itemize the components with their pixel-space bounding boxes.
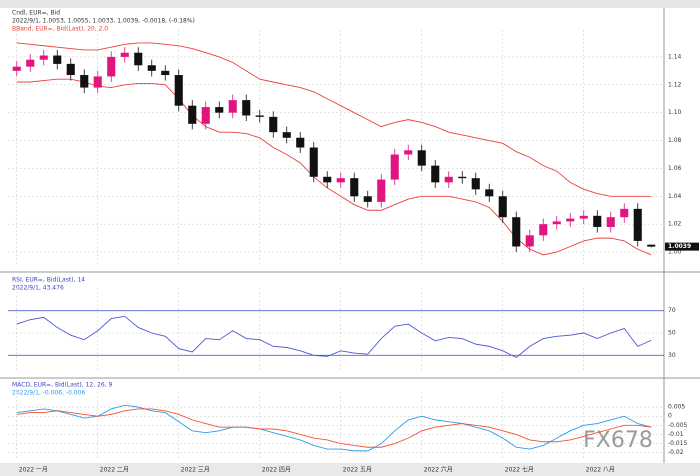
y-tick-label: 0.005	[668, 404, 685, 411]
y-tick-label: 50	[668, 330, 676, 337]
x-tick-label: 2022 四月	[262, 467, 291, 474]
candle-body	[377, 179, 386, 202]
candle-body	[323, 176, 332, 183]
candle-body	[93, 76, 102, 88]
y-tick-label: -0.005	[668, 422, 688, 429]
y-tick-label: 1.12	[668, 81, 682, 88]
candle-body	[620, 208, 629, 218]
y-tick-label: 1.08	[668, 137, 682, 144]
candle-body	[566, 218, 575, 222]
bollinger-lower	[16, 78, 652, 256]
x-axis-bar	[0, 463, 700, 476]
panel-title: Cndl, EUR=, Bid	[12, 10, 60, 17]
y-tick-label: -0.015	[668, 440, 688, 447]
candle-body	[539, 224, 548, 236]
candle-body	[134, 52, 143, 66]
candle-body	[633, 208, 642, 241]
top-bar	[0, 0, 700, 8]
candle-body	[593, 215, 602, 227]
x-tick-label: 2022 七月	[505, 466, 534, 474]
indicator-line	[16, 408, 652, 448]
x-tick-label: 2022 一月	[19, 467, 48, 474]
x-tick-label: 2022 三月	[181, 467, 210, 474]
candle-body	[201, 107, 210, 124]
y-tick-label: 1.10	[668, 109, 682, 116]
candle-body	[120, 52, 129, 57]
candle-body	[53, 55, 62, 64]
x-tick-label: 2022 六月	[424, 466, 453, 474]
candle-body	[107, 56, 116, 77]
candle-body	[26, 59, 35, 67]
indicator-line	[16, 404, 652, 452]
y-tick-label: 1.06	[668, 165, 682, 172]
candle-body	[471, 178, 480, 190]
y-tick-label: 30	[668, 352, 676, 359]
candle-body	[282, 132, 291, 138]
candle-body	[147, 65, 156, 71]
y-tick-label: -0.02	[668, 449, 684, 456]
last-price-label: 1.0039	[668, 243, 691, 250]
candle-body	[431, 165, 440, 183]
bollinger-upper	[16, 42, 652, 197]
x-tick-label: 2022 二月	[100, 467, 129, 474]
y-tick-label: 1.04	[668, 193, 682, 200]
legend-entry: BBand, EUR=, Bid(Last), 20, 2.0	[12, 26, 108, 33]
panel-title: MACD, EUR=, Bid(Last), 12, 26, 9	[12, 382, 112, 389]
panel-subtitle: 2022/9/1, 43.476	[12, 285, 64, 292]
candle-body	[444, 176, 453, 183]
candle-body	[525, 235, 534, 247]
panel-subtitle: 2022/9/1, 1.0053, 1.0055, 1.0033, 1.0039…	[12, 18, 195, 25]
candle-body	[498, 196, 507, 218]
candle-body	[12, 66, 21, 71]
candle-body	[215, 107, 224, 113]
candle-body	[363, 196, 372, 202]
candle-body	[485, 189, 494, 197]
candle-body	[606, 217, 615, 227]
candle-body	[458, 176, 467, 179]
candle-body	[552, 221, 561, 225]
candle-body	[390, 154, 399, 180]
candle-body	[309, 147, 318, 177]
candle-body	[417, 150, 426, 166]
candle-body	[188, 105, 197, 124]
candle-body	[80, 75, 89, 88]
candle-body	[269, 116, 278, 133]
y-tick-label: 1.14	[668, 53, 682, 60]
indicator-line	[16, 315, 652, 359]
y-tick-label: -0.01	[668, 431, 684, 438]
y-tick-label: 70	[668, 307, 676, 314]
candle-body	[174, 75, 183, 106]
panel-title: RSI, EUR=, Bid(Last), 14	[12, 277, 85, 284]
x-tick-label: 2022 五月	[343, 467, 372, 474]
candle-body	[336, 178, 345, 183]
y-tick-label: 1.00	[668, 249, 682, 256]
candle-body	[404, 150, 413, 155]
x-tick-label: 2022 八月	[586, 467, 615, 474]
candle-body	[647, 244, 656, 247]
candle-body	[242, 100, 251, 116]
y-tick-label: 0	[668, 413, 672, 420]
candle-body	[66, 63, 75, 76]
panel-subtitle: 2022/9/1, -0.006, -0.006	[12, 390, 85, 397]
watermark: FX678	[583, 428, 653, 453]
candle-body	[39, 55, 48, 60]
candle-body	[579, 215, 588, 219]
candle-body	[255, 115, 264, 117]
candle-body	[161, 70, 170, 76]
candle-body	[512, 217, 521, 247]
candle-body	[228, 100, 237, 113]
y-tick-label: 1.02	[668, 221, 682, 228]
candle-body	[296, 137, 305, 148]
candle-body	[350, 178, 359, 197]
last-price-box	[665, 242, 699, 251]
